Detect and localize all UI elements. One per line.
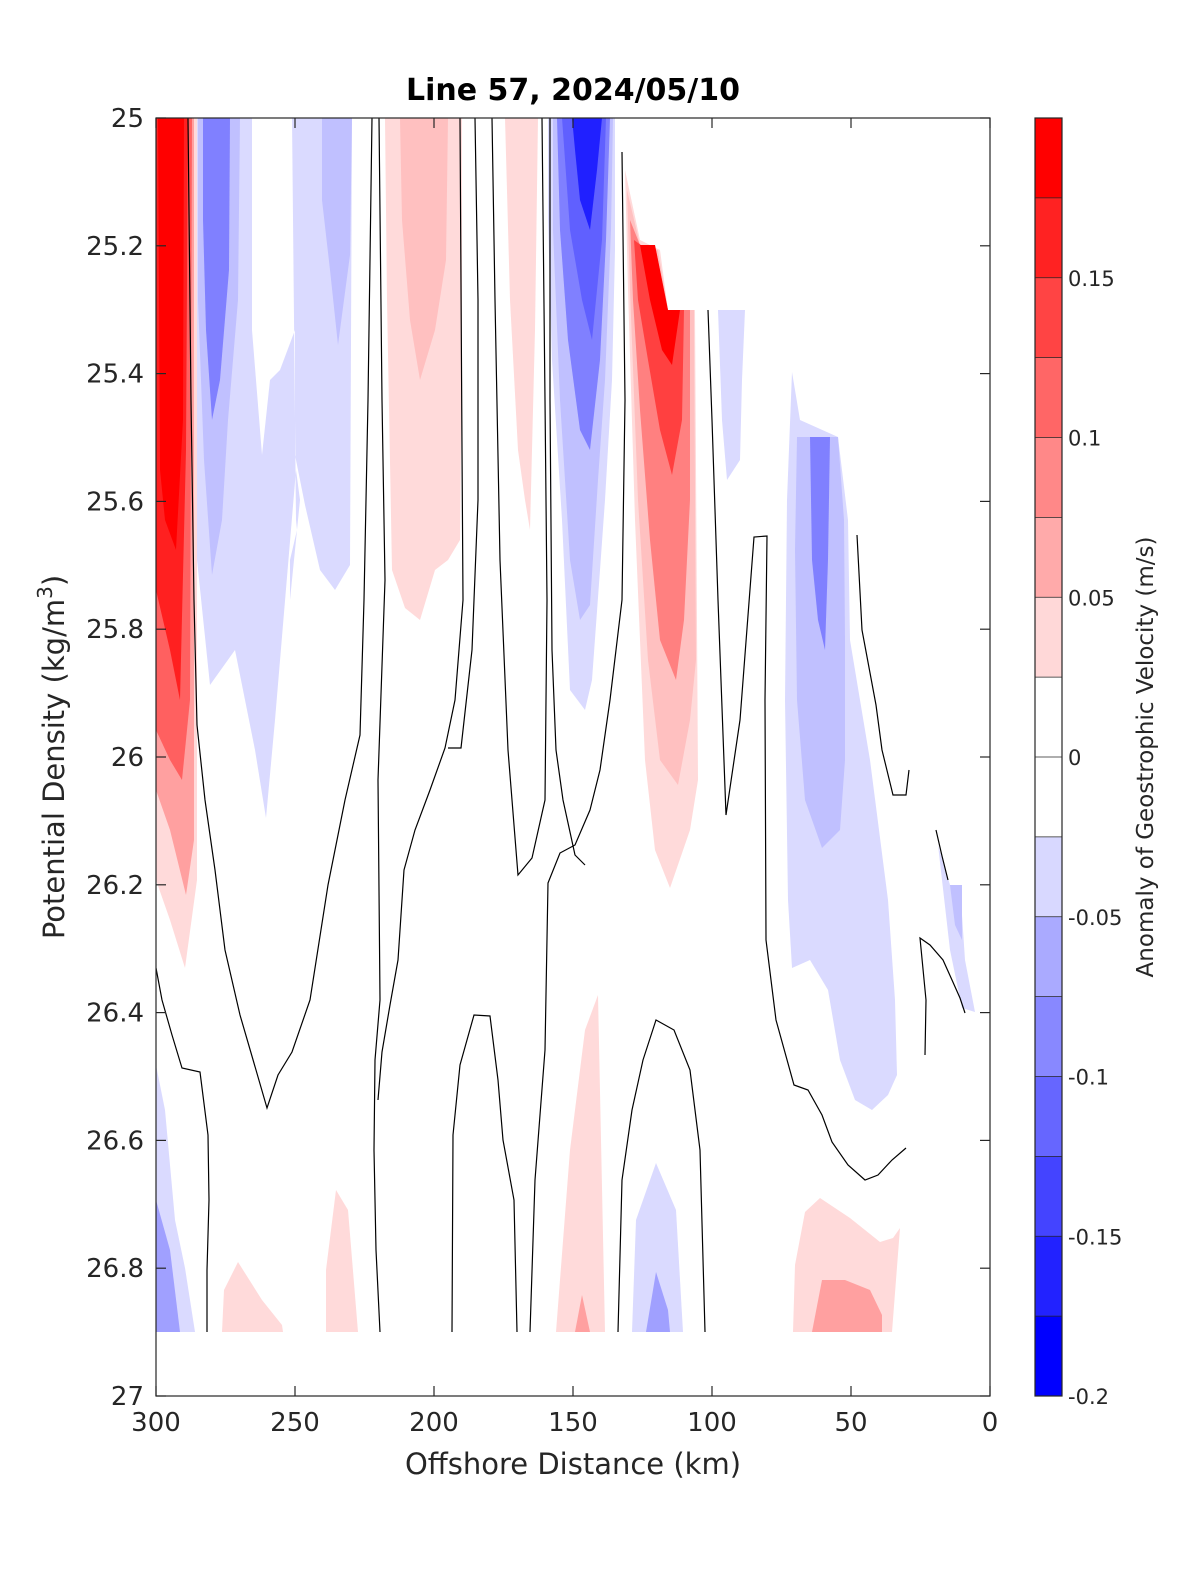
contour-line xyxy=(617,1019,706,1333)
y-axis-label-sup: 3 xyxy=(33,586,57,599)
chart-title: Line 57, 2024/05/10 xyxy=(406,73,740,108)
colorbar-band xyxy=(1035,517,1062,598)
colorbar-band xyxy=(1035,277,1062,358)
region-deep-235km-lvl1 xyxy=(326,1190,358,1332)
region-core-115km-lvl4 xyxy=(634,240,684,475)
contour-line xyxy=(707,309,907,1181)
contour-line xyxy=(156,967,210,1332)
zero-contours xyxy=(156,118,966,1333)
y-tick-label: 25.4 xyxy=(86,360,144,390)
colorbar-band xyxy=(1035,836,1062,917)
x-tick-label: 100 xyxy=(687,1408,737,1438)
colorbar-tick-label: 0.1 xyxy=(1068,427,1101,451)
region-band-90km-lvl1 xyxy=(718,310,745,480)
colorbar-band xyxy=(1035,1316,1062,1396)
contour-line xyxy=(187,118,373,1111)
region-deep-55km-lvl2 xyxy=(812,1280,882,1332)
y-tick-label: 25 xyxy=(111,104,144,134)
colorbar-band xyxy=(1035,437,1062,518)
colorbar-band xyxy=(1035,118,1062,198)
y-tick-label: 26.8 xyxy=(86,1254,144,1284)
colorbar-tick-label: -0.15 xyxy=(1068,1225,1122,1249)
region-band-168km-lvl1 xyxy=(505,118,538,530)
colorbar-band xyxy=(1035,197,1062,278)
y-axis-label-main: Potential Density (kg/m xyxy=(37,599,71,939)
y-axis-label-close: ) xyxy=(37,575,71,586)
x-tick-label: 50 xyxy=(834,1408,867,1438)
region-deep-145km-lvl1 xyxy=(556,995,605,1332)
y-axis-ticks: 25 25.2 25.4 25.6 25.8 26 26.2 26.4 26.6 26.8 27 xyxy=(86,104,990,1412)
colorbar-tick-label: -0.05 xyxy=(1068,906,1122,930)
colorbar-label: Anomaly of Geostrophic Velocity (m/s) xyxy=(1133,537,1159,978)
colorbar-band xyxy=(1035,677,1062,757)
colorbar-band xyxy=(1035,597,1062,678)
contour-line xyxy=(448,118,479,749)
region-deep-270km-lvl1 xyxy=(222,1262,283,1332)
y-tick-label: 26.4 xyxy=(86,999,144,1029)
region-deep-120km-lvl2 xyxy=(646,1272,670,1332)
x-tick-label: 200 xyxy=(409,1408,459,1438)
region-band-60km-lvl2 xyxy=(795,437,845,848)
colorbar-band xyxy=(1035,1156,1062,1237)
colorbar: -0.2 -0.15 -0.1 -0.05 0 0.05 0.1 0.15 xyxy=(1034,117,1122,1409)
x-tick-label: 250 xyxy=(270,1408,320,1438)
region-deep-120km-lvl1 xyxy=(632,1163,683,1332)
filled-contours xyxy=(156,118,975,1332)
y-tick-label: 25.6 xyxy=(86,487,144,517)
contour-line xyxy=(373,118,386,1333)
y-tick-label: 26 xyxy=(111,743,144,773)
x-axis-ticks: 300 250 200 150 100 50 0 xyxy=(131,118,998,1438)
contour-line xyxy=(935,829,949,881)
contour-line xyxy=(856,534,910,796)
colorbar-tick-label: 0.05 xyxy=(1068,586,1115,610)
x-tick-label: 300 xyxy=(131,1408,181,1438)
region-band-15km-lvl1 xyxy=(938,845,975,1012)
region-deep-145km-lvl2 xyxy=(575,1295,590,1332)
y-axis-label: Potential Density (kg/m3) xyxy=(33,575,71,939)
region-core-145km-lvl5 xyxy=(572,118,602,230)
colorbar-frame xyxy=(1034,117,1063,1397)
y-tick-label: 25.2 xyxy=(86,232,144,262)
colorbar-band xyxy=(1035,996,1062,1077)
colorbar-band xyxy=(1035,1236,1062,1317)
region-band-60km-lvl3 xyxy=(810,437,830,650)
region-core-300km-lvl5 xyxy=(158,118,184,550)
x-tick-label: 150 xyxy=(548,1408,598,1438)
y-tick-label: 27 xyxy=(111,1382,144,1412)
y-tick-label: 25.8 xyxy=(86,615,144,645)
contour-line xyxy=(919,936,966,1056)
colorbar-tick-label: 0.15 xyxy=(1068,267,1115,291)
contour-line xyxy=(451,1014,518,1333)
x-tick-label: 0 xyxy=(982,1408,999,1438)
y-tick-label: 26.6 xyxy=(86,1126,144,1156)
region-core-115km-lvl5 xyxy=(640,245,680,365)
region-band-15km-lvl2 xyxy=(950,885,962,940)
x-axis-label: Offshore Distance (km) xyxy=(405,1447,741,1481)
contour-line xyxy=(377,118,464,1101)
contour-line xyxy=(491,118,548,877)
contour-line xyxy=(549,118,586,866)
colorbar-tick-label: -0.1 xyxy=(1068,1066,1109,1090)
colorbar-tick-label: -0.2 xyxy=(1068,1385,1109,1409)
contour-line xyxy=(529,151,626,1333)
y-tick-label: 26.2 xyxy=(86,871,144,901)
region-band-200km-lvl2 xyxy=(400,118,448,380)
colorbar-band xyxy=(1035,757,1062,837)
region-band-278km-lvl3 xyxy=(203,118,230,420)
colorbar-band xyxy=(1035,1076,1062,1157)
region-deep-300km-lvl2 xyxy=(156,1200,180,1332)
colorbar-band xyxy=(1035,916,1062,997)
colorbar-band xyxy=(1035,357,1062,438)
colorbar-tick-label: 0 xyxy=(1068,746,1081,770)
region-band-235km-lvl1 xyxy=(322,118,352,345)
